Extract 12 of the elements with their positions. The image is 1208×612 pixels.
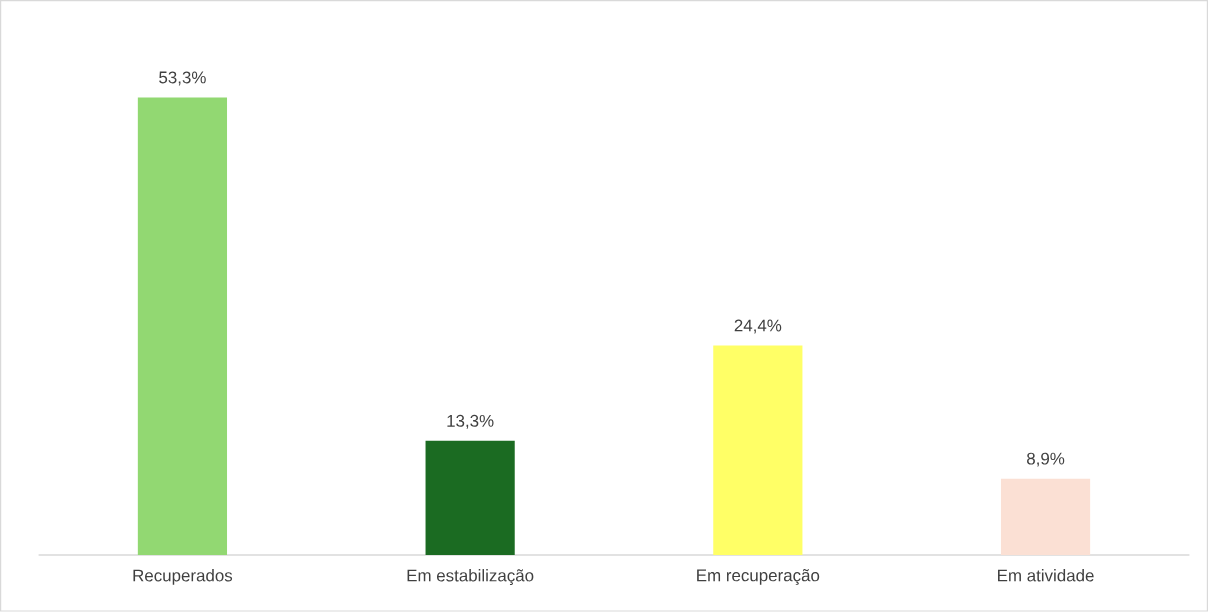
x-tick-label: Em estabilização bbox=[407, 569, 534, 586]
bar bbox=[425, 441, 515, 556]
bar bbox=[1000, 478, 1091, 556]
x-tick-label: Em recuperação bbox=[697, 569, 820, 585]
x-tick-label: Em atividade bbox=[998, 569, 1094, 582]
x-tick-label: Recuperados bbox=[133, 569, 233, 586]
data-label: 8,9% bbox=[1027, 452, 1065, 467]
bar bbox=[137, 97, 228, 556]
data-label: 24,4% bbox=[734, 319, 782, 334]
data-label: 53,3% bbox=[159, 71, 206, 86]
data-label: 13,3% bbox=[447, 415, 494, 430]
bar bbox=[713, 345, 803, 556]
